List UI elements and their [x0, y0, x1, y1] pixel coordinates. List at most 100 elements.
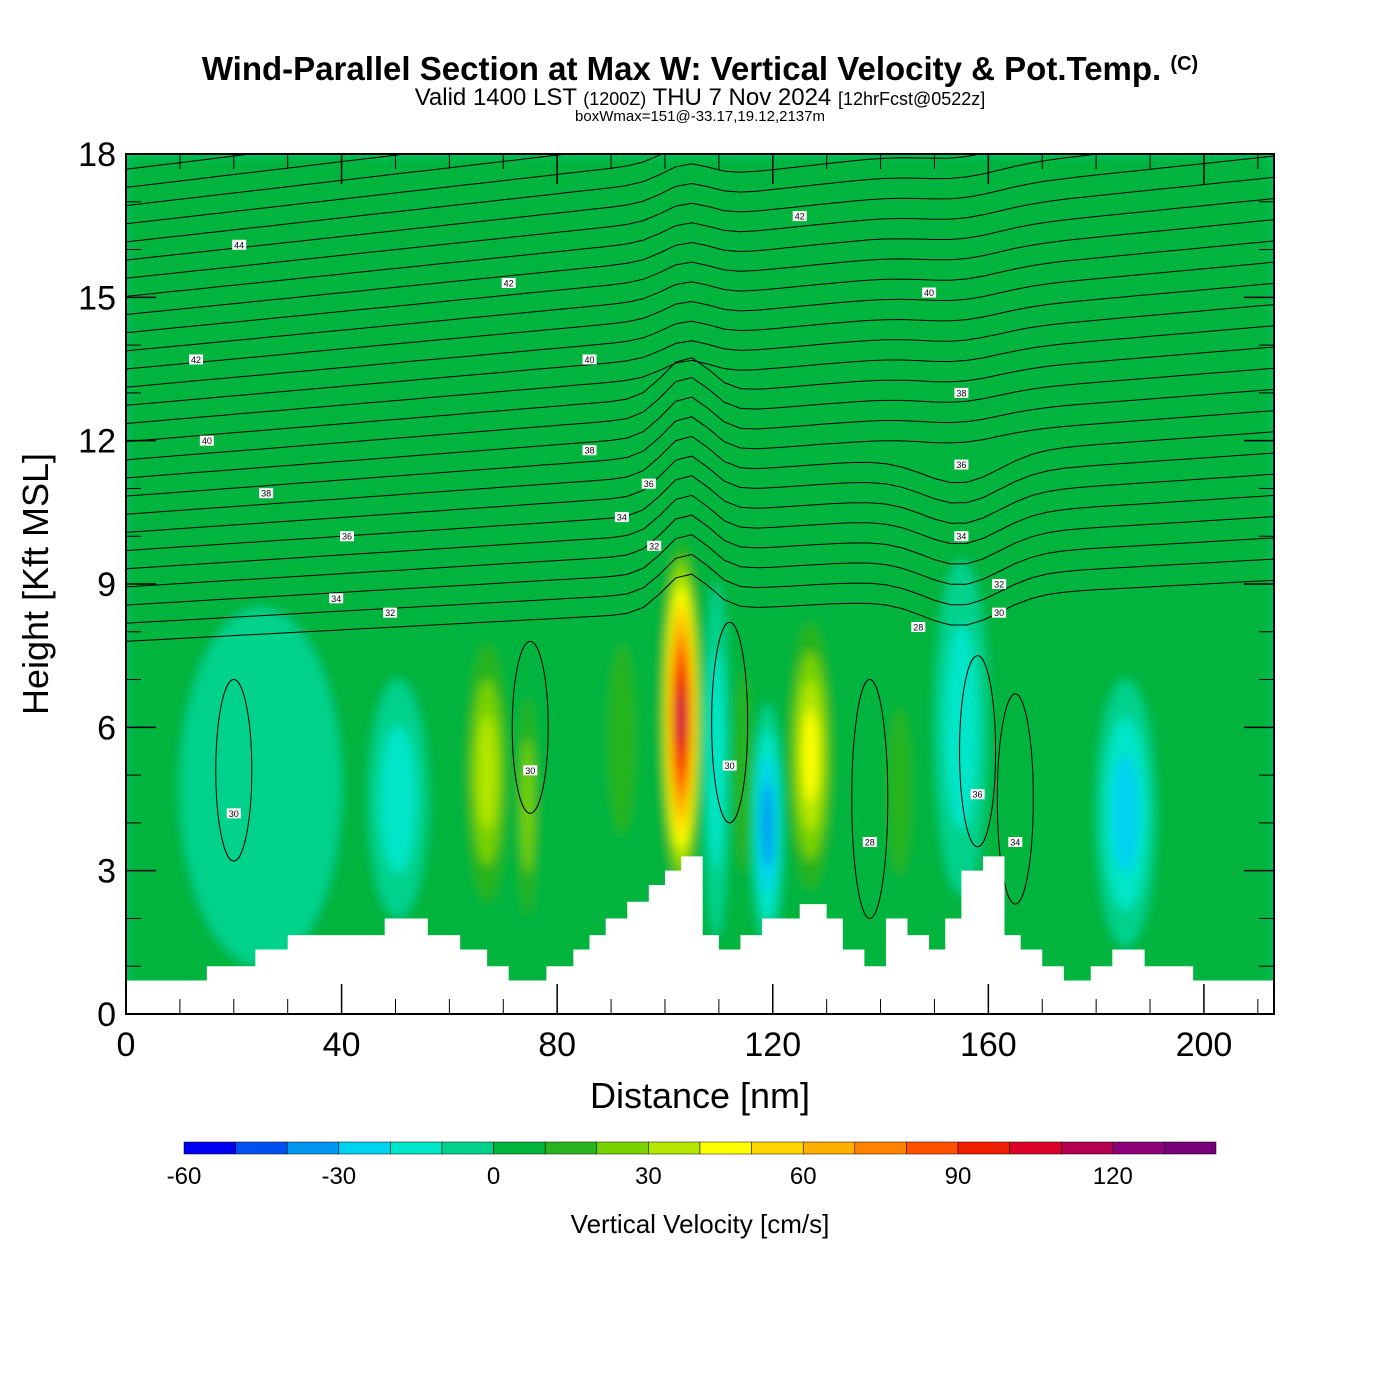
theta-label: 32 — [994, 580, 1004, 590]
theta-contour-line — [996, 693, 1034, 905]
colorbar-swatch — [493, 1141, 546, 1155]
theta-label: 32 — [385, 608, 395, 618]
theta-label: 30 — [229, 809, 239, 819]
colorbar-swatch — [648, 1141, 701, 1155]
theta-contour-line — [126, 325, 1274, 424]
theta-contour-line — [126, 431, 1274, 515]
theta-label: 30 — [525, 766, 535, 776]
colorbar-tick-label: 120 — [1093, 1163, 1133, 1190]
y-tick-label: 12 — [78, 423, 116, 461]
chart-subtitle: Valid 1400 LST (1200Z) THU 7 Nov 2024 [1… — [0, 84, 1400, 112]
theta-label: 42 — [795, 212, 805, 222]
theta-label-box — [992, 579, 1007, 589]
y-tick-label: 18 — [78, 136, 116, 174]
theta-label-box — [523, 765, 538, 776]
theta-label: 38 — [585, 446, 595, 456]
theta-contour-line — [126, 240, 1274, 352]
colorbar-tick-label: 30 — [635, 1163, 662, 1190]
y-tick-label: 6 — [97, 709, 116, 747]
velocity-cell — [379, 725, 417, 873]
colorbar-tick-label: 60 — [790, 1163, 817, 1190]
theta-contour-line — [126, 573, 1274, 642]
forecast-info: [12hrFcst@0522z] — [837, 89, 986, 109]
theta-contour-line — [126, 534, 1274, 606]
theta-label-box — [582, 354, 597, 365]
y-tick-label: 0 — [97, 996, 116, 1034]
theta-contour-line — [215, 679, 253, 862]
theta-contour-line — [511, 640, 549, 814]
velocity-cell — [608, 643, 636, 835]
theta-label: 28 — [913, 623, 923, 633]
theta-contour-line — [126, 154, 572, 207]
theta-label: 40 — [924, 288, 934, 298]
theta-label: 34 — [617, 513, 627, 523]
theta-label-box — [226, 808, 241, 819]
theta-label: 34 — [1010, 838, 1020, 848]
x-tick-label: 120 — [744, 1026, 801, 1064]
theta-label: 28 — [865, 838, 875, 848]
y-tick-label: 9 — [97, 566, 116, 604]
theta-label-box — [647, 540, 662, 551]
theta-label: 32 — [649, 541, 659, 551]
colorbar-swatch — [751, 1141, 804, 1155]
theta-label: 44 — [234, 240, 244, 250]
colorbar-swatch — [338, 1141, 391, 1155]
theta-label: 38 — [956, 388, 966, 398]
velocity-cell — [944, 624, 978, 831]
x-axis: 0 40 80 120 160 200 — [117, 154, 1259, 1064]
theta-label-box — [582, 445, 597, 456]
theta-contour-line — [126, 452, 1274, 533]
theta-contour-line — [126, 346, 1274, 443]
theta-contour-line — [126, 155, 1274, 279]
colorbar-swatch — [441, 1141, 494, 1155]
x-tick-label: 200 — [1176, 1026, 1233, 1064]
theta-label-box — [954, 387, 969, 398]
theta-contour-line — [126, 154, 410, 188]
theta-label: 40 — [202, 436, 212, 446]
velocity-cell — [1112, 753, 1139, 873]
theta-label-box — [970, 789, 985, 800]
theta-contour-line — [126, 8, 1274, 152]
valid-date: THU 7 Nov 2024 — [652, 84, 832, 111]
valid-time: Valid 1400 LST — [414, 84, 577, 111]
colorbar-swatch — [286, 1141, 340, 1155]
colorbar-label: Vertical Velocity [cm/s] — [571, 1209, 830, 1239]
theta-label: 36 — [956, 460, 966, 470]
colorbar-swatch — [390, 1141, 443, 1155]
theta-label-box — [189, 354, 204, 365]
colorbar-swatch — [906, 1141, 959, 1155]
theta-contours — [126, 8, 1274, 919]
theta-contour-line — [126, 154, 256, 170]
theta-contour-line — [126, 154, 1104, 261]
theta-contour-line — [126, 282, 1274, 388]
theta-label: 30 — [994, 608, 1004, 618]
theta-label-box — [329, 593, 344, 604]
theta-contour-line — [126, 410, 1274, 497]
theta-label-box — [954, 531, 969, 542]
theta-label-box — [954, 459, 969, 470]
velocity-cell — [179, 607, 342, 967]
theta-contour-line — [126, 514, 1274, 588]
theta-contour-line — [126, 367, 1274, 461]
theta-contour-line — [126, 198, 1274, 315]
theta-label-box — [232, 239, 247, 250]
copyright-mark: (C) — [1170, 53, 1199, 75]
colorbar-swatch — [596, 1141, 649, 1155]
theta-label: 42 — [504, 279, 514, 289]
colorbar-tick-label: -30 — [321, 1163, 356, 1190]
y-tick-label: 3 — [97, 853, 116, 891]
theta-label-box — [862, 837, 877, 847]
theta-label: 30 — [725, 761, 735, 771]
colorbar: -60 -30 0 30 60 90 120 — [167, 1141, 1217, 1190]
theta-contour-line — [126, 176, 1274, 297]
theta-label: 42 — [191, 355, 201, 365]
theta-contour-line — [126, 154, 663, 225]
chart-title: Wind-Parallel Section at Max W: Vertical… — [0, 50, 1400, 88]
colorbar-swatch — [1112, 1141, 1165, 1155]
velocity-cell — [802, 709, 819, 803]
x-tick-label: 160 — [960, 1026, 1017, 1064]
colorbar-swatch — [854, 1141, 907, 1155]
theta-contour-line — [126, 388, 1274, 479]
